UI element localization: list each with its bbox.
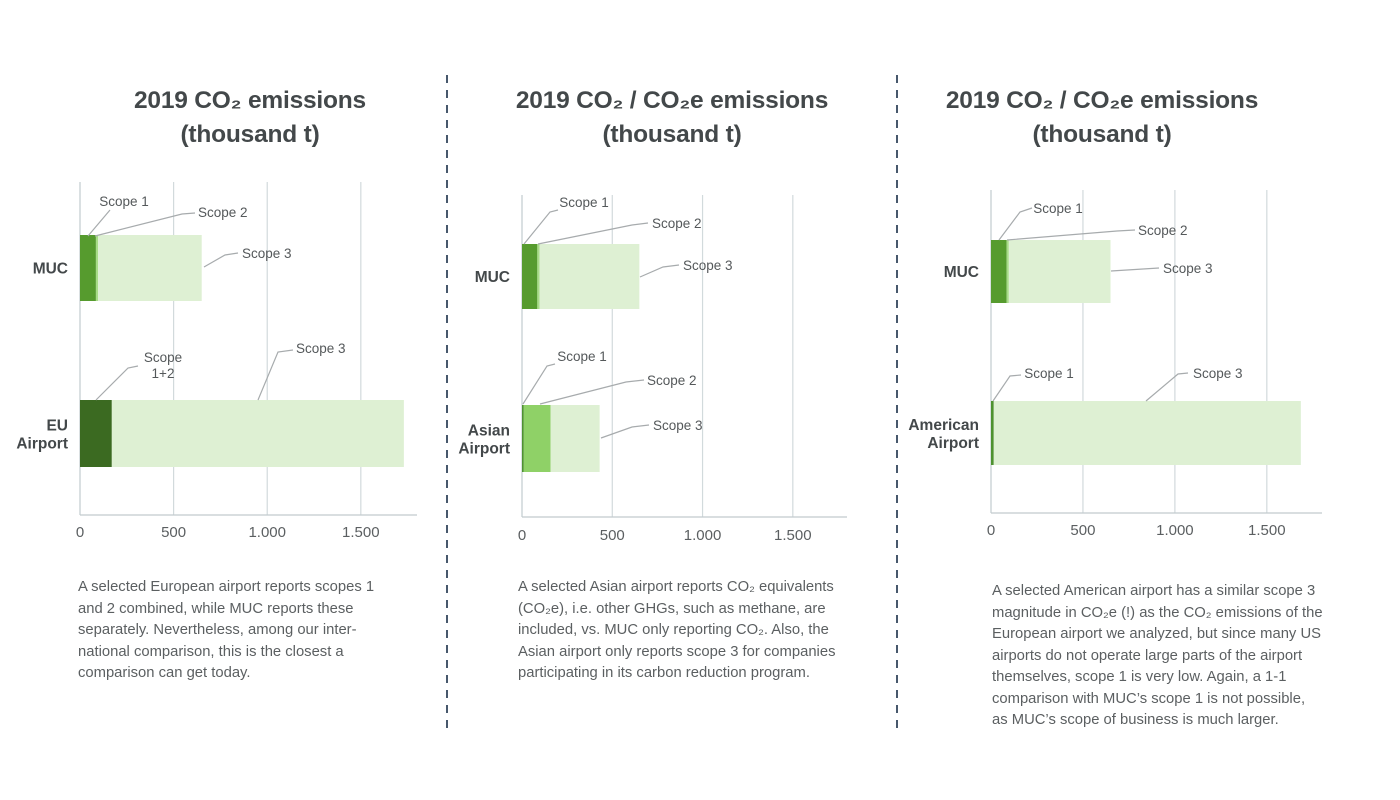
- chart-title-line-2: (thousand t): [180, 121, 320, 148]
- annotation-label-scope-2: Scope 2: [1138, 223, 1188, 238]
- bar-segment-muc-scope-2: [1006, 240, 1009, 303]
- leader-line-scope-3: [257, 349, 294, 401]
- x-tick-label: 1.500: [1248, 522, 1286, 539]
- bar-segment-muc-scope-2: [537, 244, 540, 309]
- category-label-eu-airport: Airport: [16, 436, 68, 453]
- annotation-label-scope-1: Scope 1: [557, 349, 607, 364]
- leader-line-scope-2: [1006, 229, 1136, 241]
- chart-title-line-1: 2019 CO₂ / CO₂e emissions: [515, 87, 829, 114]
- chart-note: A selected Asian airport reports CO₂ equ…: [518, 579, 836, 681]
- annotation-label-scope-3: Scope 3: [1193, 366, 1243, 381]
- leader-line-scope-3: [203, 252, 239, 268]
- chart-note: A selected American airport has a simila…: [992, 583, 1323, 728]
- annotation-label-scope-1: Scope 1: [1033, 201, 1083, 216]
- leader-line-scope-1-2: [95, 365, 139, 401]
- bar-segment-muc-scope-1: [991, 240, 1007, 303]
- leader-line-scope-2: [539, 379, 645, 405]
- annotation-label-scope-2: Scope 2: [652, 216, 702, 231]
- annotation-label-scope-1: Scope 1: [99, 194, 149, 209]
- bar-segment-muc-scope-3: [539, 244, 640, 309]
- x-tick-label: 0: [76, 524, 84, 541]
- bar-segment-american-airport-scope-3: [993, 401, 1301, 465]
- category-label-muc: MUC: [944, 264, 979, 281]
- leader-line-scope-1: [992, 374, 1022, 402]
- bar-segment-muc-scope-1: [80, 235, 96, 301]
- bar-segment-muc-scope-1: [522, 244, 538, 309]
- stacked-bar-chart-asian: 0 500 1.000 1.500 MUC Scope 1 Scope 2 Scope 3 As…: [458, 195, 847, 544]
- bar-segment-asian-airport-scope-2: [523, 405, 551, 472]
- chart-title-line-2: (thousand t): [1032, 121, 1172, 148]
- x-tick-label: 500: [1070, 522, 1095, 539]
- annotation-label-scope-1-2: 1+2: [152, 366, 175, 381]
- category-label-american-airport: American: [908, 417, 979, 434]
- chart-title-line-1: 2019 CO₂ emissions: [134, 87, 366, 114]
- leader-line-scope-3: [600, 424, 650, 439]
- chart-title: 2019 CO₂ emissions (thousand t): [40, 84, 460, 152]
- leader-line-scope-3: [1110, 267, 1160, 272]
- leader-line-scope-2: [537, 222, 649, 245]
- annotation-label-scope-1: Scope 1: [559, 195, 609, 210]
- leader-line-scope-1: [87, 209, 111, 237]
- bar-segment-muc-scope-2: [95, 235, 99, 301]
- category-label-muc: MUC: [33, 261, 68, 278]
- category-label-muc: MUC: [475, 269, 510, 286]
- x-tick-label: 500: [600, 527, 625, 544]
- leader-line-scope-3: [639, 264, 680, 278]
- annotation-label-scope-3: Scope 3: [653, 418, 703, 433]
- bar-segment-muc-scope-3: [98, 235, 202, 301]
- bar-segment-eu-airport-scope-3: [111, 400, 404, 467]
- x-tick-label: 1.000: [684, 527, 722, 544]
- leader-line-scope-3: [1145, 372, 1189, 402]
- bar-segment-asian-airport-scope-1: [522, 405, 524, 472]
- dashed-divider: [446, 75, 448, 733]
- chart-title: 2019 CO₂ / CO₂e emissions (thousand t): [462, 84, 882, 152]
- annotation-label-scope-1-2: Scope: [144, 350, 182, 365]
- category-label-asian-airport: Airport: [458, 441, 510, 458]
- stacked-bar-chart-american: 0 500 1.000 1.500 MUC Scope 1 Scope 2 Scope 3 Am…: [908, 190, 1322, 539]
- chart-note: A selected European airport reports scop…: [78, 579, 375, 681]
- annotation-label-scope-1: Scope 1: [1024, 366, 1074, 381]
- annotation-label-scope-3: Scope 3: [296, 341, 346, 356]
- x-tick-label: 1.000: [248, 524, 286, 541]
- bar-segment-american-airport-scope-1: [991, 401, 994, 465]
- dashed-divider: [896, 75, 898, 733]
- x-tick-label: 1.000: [1156, 522, 1194, 539]
- chart-title-line-1: 2019 CO₂ / CO₂e emissions: [945, 87, 1259, 114]
- stacked-bar-chart-european: 0 500 1.000 1.500 MUC Scope 1 Scope 2 Scope 3 EU…: [16, 182, 417, 541]
- leader-line-scope-1: [523, 209, 559, 245]
- leader-line-scope-1: [998, 207, 1033, 241]
- bar-segment-eu-airport-scope-1-2: [80, 400, 112, 467]
- annotation-label-scope-3: Scope 3: [683, 258, 733, 273]
- chart-title: 2019 CO₂ / CO₂e emissions (thousand t): [892, 84, 1312, 152]
- bar-segment-muc-scope-3: [1008, 240, 1111, 303]
- bar-segment-asian-airport-scope-3: [550, 405, 600, 472]
- x-tick-label: 1.500: [774, 527, 812, 544]
- category-label-asian-airport: Asian: [468, 423, 510, 440]
- annotation-label-scope-3: Scope 3: [242, 246, 292, 261]
- leader-line-scope-2: [94, 212, 196, 237]
- chart-title-line-2: (thousand t): [602, 121, 742, 148]
- annotation-label-scope-2: Scope 2: [198, 205, 248, 220]
- x-tick-label: 0: [518, 527, 526, 544]
- annotation-label-scope-3: Scope 3: [1163, 261, 1213, 276]
- category-label-american-airport: Airport: [927, 435, 979, 452]
- x-tick-label: 1.500: [342, 524, 380, 541]
- leader-line-scope-1: [522, 363, 556, 405]
- category-label-eu-airport: EU: [46, 418, 68, 435]
- annotation-label-scope-2: Scope 2: [647, 373, 697, 388]
- x-tick-label: 500: [161, 524, 186, 541]
- x-tick-label: 0: [987, 522, 995, 539]
